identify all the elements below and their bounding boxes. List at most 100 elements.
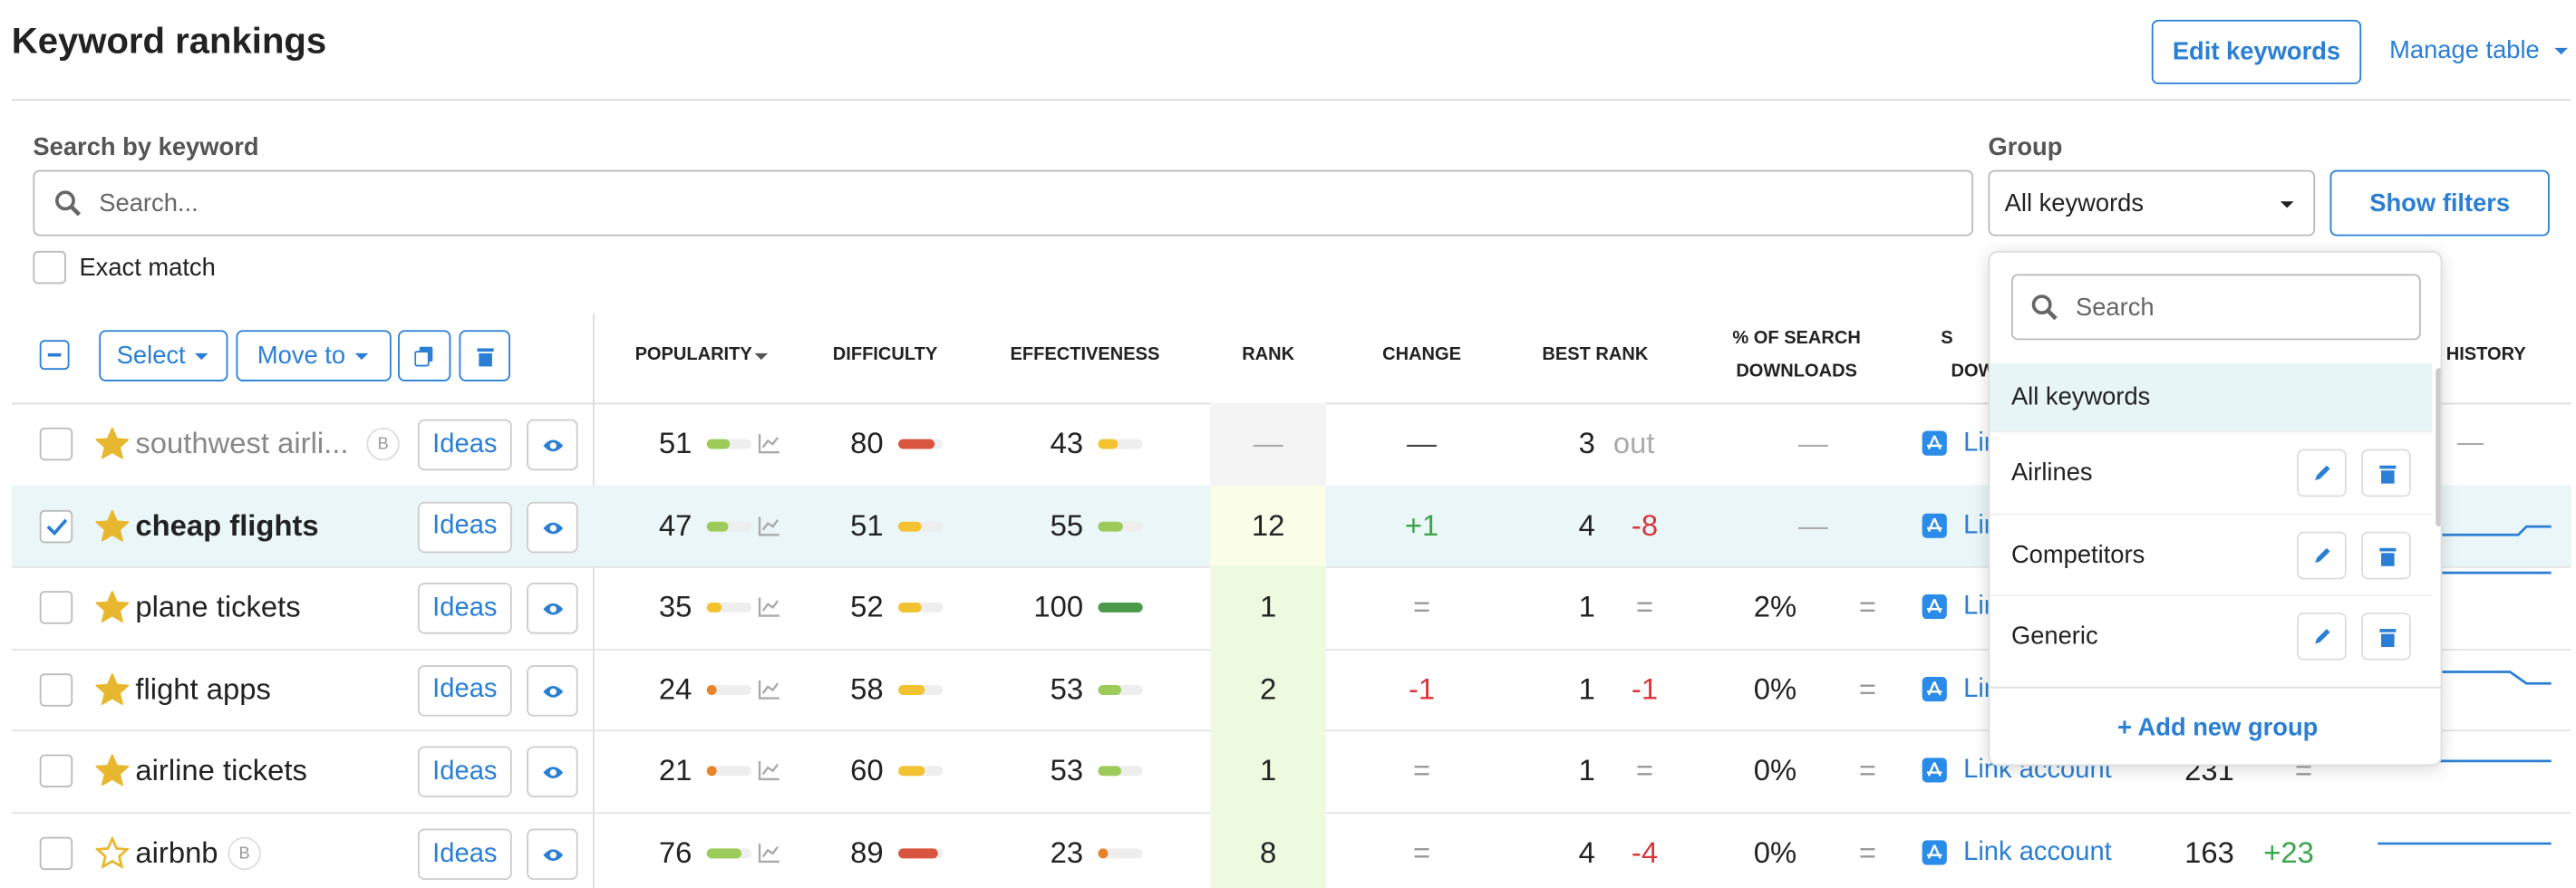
row-checkbox[interactable] [39, 836, 73, 871]
edit-group-button[interactable] [2297, 449, 2347, 497]
search-input[interactable]: Search... [33, 169, 1974, 236]
pct-change-value: = [1858, 754, 1877, 787]
manage-table-link[interactable]: Manage table [2389, 36, 2570, 64]
meter-fill [1098, 439, 1118, 449]
trend-icon [758, 680, 780, 700]
group-select[interactable]: All keywords [1988, 169, 2316, 236]
eye-icon [543, 439, 564, 452]
pencil-icon [2315, 547, 2330, 563]
app-store-icon [1922, 676, 1947, 701]
rank-value: 2 [1260, 672, 1277, 706]
ideas-button[interactable]: Ideas [417, 419, 512, 471]
app-store-icon [1922, 512, 1947, 538]
add-group-button[interactable]: + Add new group [2116, 713, 2319, 742]
star-icon [95, 836, 130, 869]
view-button[interactable] [527, 828, 578, 881]
ideas-button[interactable]: Ideas [417, 501, 512, 553]
row-checkbox[interactable] [39, 755, 73, 788]
edit-keywords-button[interactable]: Edit keywords [2151, 19, 2362, 84]
ideas-button[interactable]: Ideas [417, 747, 512, 798]
move-to-button[interactable]: Move to [236, 330, 392, 381]
ideas-button[interactable]: Ideas [417, 828, 512, 881]
view-button[interactable] [527, 501, 578, 553]
delete-button[interactable] [459, 330, 510, 381]
column-header: EFFECTIVENESS [1010, 344, 1160, 365]
column-header: RANK [1242, 344, 1295, 365]
edit-group-button[interactable] [2297, 530, 2347, 579]
copy-button[interactable] [398, 330, 451, 381]
copy-icon [414, 345, 433, 366]
group-option[interactable]: All keywords [1990, 362, 2433, 431]
effectiveness-value: 55 [1050, 508, 1084, 542]
page-title: Keyword rankings [11, 19, 327, 62]
popularity-value: 21 [658, 754, 692, 787]
column-header: S [1941, 328, 1953, 349]
trend-icon [758, 516, 780, 536]
meter-fill [706, 603, 722, 613]
column-header: DOW [1951, 361, 1996, 381]
rank-cell-bg [1210, 812, 1326, 888]
change-value: = [1412, 590, 1431, 624]
row-checkbox[interactable] [39, 672, 73, 707]
row-checkbox[interactable] [39, 427, 73, 461]
keyword-name: airbnb [135, 835, 218, 870]
exact-match-checkbox[interactable] [33, 250, 66, 285]
change-value: — [1407, 426, 1437, 460]
change-value: -1 [1408, 672, 1436, 706]
edit-group-button[interactable] [2297, 613, 2347, 661]
dropdown-search[interactable]: Search [2010, 274, 2421, 341]
caret [2280, 201, 2294, 208]
meter-fill [898, 848, 938, 859]
check-icon [46, 517, 68, 536]
pct-change-value: = [1858, 590, 1877, 624]
eye-icon [543, 767, 564, 779]
meter-fill [706, 767, 717, 777]
view-button[interactable] [527, 419, 578, 471]
change-value: = [1412, 754, 1431, 787]
difficulty-value: 89 [850, 835, 884, 870]
pct-change-value: = [1858, 835, 1877, 870]
view-button[interactable] [527, 747, 578, 798]
row-checkbox[interactable] [39, 509, 73, 543]
caret [2554, 47, 2569, 55]
meter-fill [1098, 767, 1122, 777]
select-all-checkbox[interactable] [39, 340, 70, 371]
view-button[interactable] [527, 583, 578, 634]
rank-cell-bg [1210, 648, 1326, 730]
pencil-icon [2315, 465, 2330, 481]
meter-track [1098, 848, 1143, 859]
rank-cell-bg [1210, 566, 1326, 649]
group-option[interactable]: Competitors [1990, 512, 2433, 594]
best-rank-value: 1 [1578, 590, 1595, 624]
ideas-button[interactable]: Ideas [417, 583, 512, 634]
rank-value: — [1253, 426, 1283, 460]
meter-track [706, 520, 751, 531]
delete-group-button[interactable] [2361, 449, 2411, 497]
search-icon [55, 190, 82, 217]
group-option[interactable]: Generic [1990, 594, 2433, 675]
column-header: K HISTORY [2427, 344, 2526, 365]
move-to-text: Move to [257, 342, 346, 371]
select-button[interactable]: Select [99, 330, 228, 381]
show-filters-button[interactable]: Show filters [2329, 169, 2550, 236]
sort-caret [754, 352, 769, 361]
link-account[interactable]: Link account [1963, 838, 2112, 867]
search-label: Search by keyword [33, 133, 259, 162]
delete-group-button[interactable] [2361, 530, 2411, 579]
trend-icon [758, 434, 780, 454]
ideas-button[interactable]: Ideas [417, 664, 512, 717]
view-button[interactable] [527, 664, 578, 717]
popularity-value: 47 [658, 508, 692, 542]
trash-icon [2379, 629, 2397, 648]
eye-icon [543, 603, 564, 615]
pct-value: 2% [1753, 590, 1797, 624]
row-checkbox[interactable] [39, 591, 73, 624]
delete-group-button[interactable] [2361, 613, 2411, 661]
group-option[interactable]: Airlines [1990, 430, 2433, 511]
best-change-value: -4 [1631, 835, 1659, 870]
keyword-name: cheap flights [135, 508, 319, 542]
pct-value: — [1797, 508, 1828, 542]
